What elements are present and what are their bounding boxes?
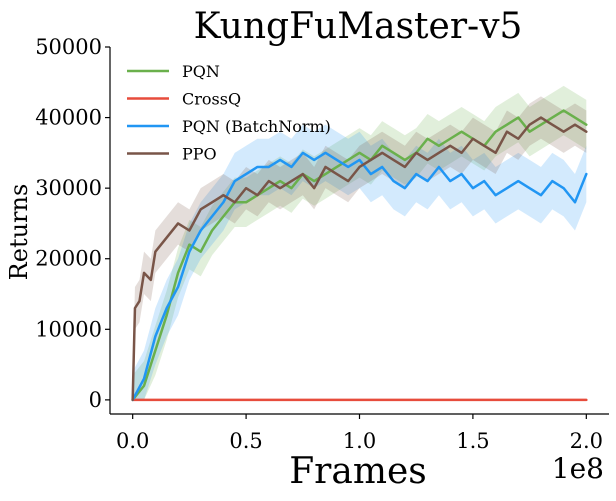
y-tick-label: 50000 (35, 35, 102, 59)
series-band-3 (132, 96, 587, 400)
y-axis-label: Returns (5, 184, 33, 281)
legend-label: CrossQ (182, 90, 241, 109)
series-line-0 (131, 109, 588, 402)
x-tick-label: 0.0 (116, 429, 149, 453)
y-tick-label: 10000 (35, 317, 102, 341)
y-tick-label: 20000 (35, 247, 102, 271)
series-line-2 (131, 151, 588, 402)
series-band-2 (132, 124, 587, 400)
x-tick-label: 1.5 (456, 429, 489, 453)
x-axis-exponent: 1e8 (552, 452, 604, 485)
legend-label: PQN (182, 62, 220, 81)
x-axis-label: Frames (289, 451, 427, 492)
x-tick-label: 0.5 (229, 429, 262, 453)
x-tick-label: 1.0 (343, 429, 376, 453)
x-ticks: 0.0 0.5 1.0 1.5 2.0 (116, 414, 603, 453)
series-line-3 (131, 116, 588, 402)
y-tick-label: 40000 (35, 106, 102, 130)
x-tick-label: 2.0 (570, 429, 603, 453)
y-tick-label: 0 (89, 388, 102, 412)
legend-label: PPO (182, 145, 217, 164)
y-ticks: 0 10000 20000 30000 40000 50000 (35, 35, 110, 412)
legend-label: PQN (BatchNorm) (182, 117, 331, 136)
plot-area (131, 85, 588, 402)
y-tick-label: 30000 (35, 176, 102, 200)
legend: PQN CrossQ PQN (BatchNorm) PPO (127, 62, 331, 164)
chart-title: KungFuMaster-v5 (194, 6, 523, 47)
